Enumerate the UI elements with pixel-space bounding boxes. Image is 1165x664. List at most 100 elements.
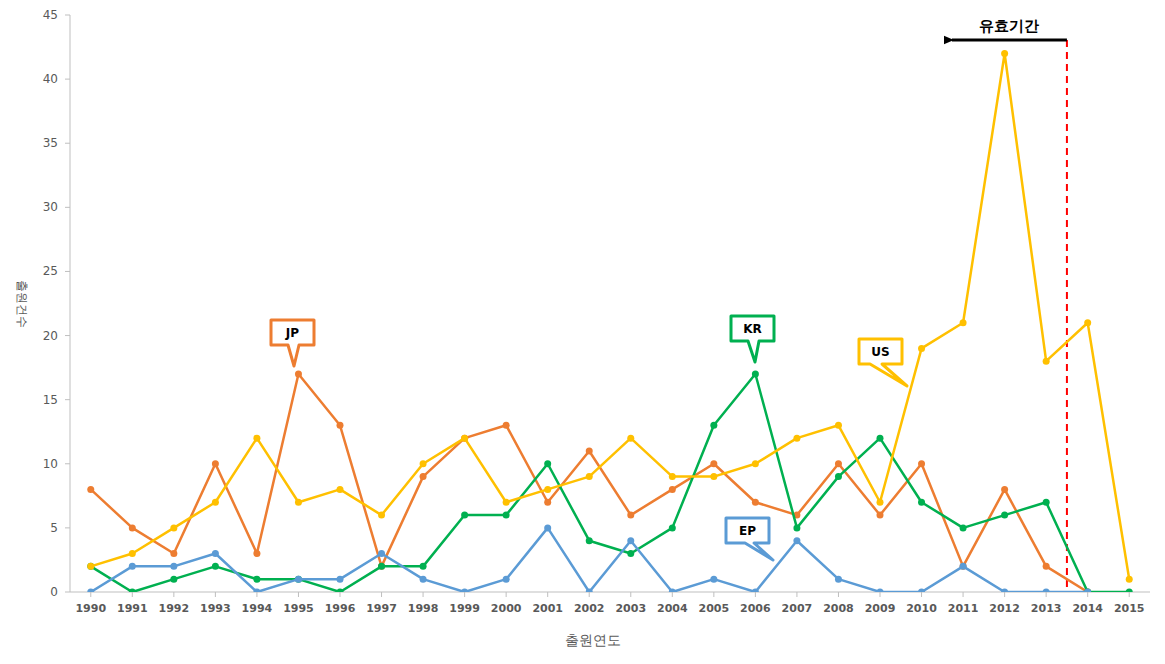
series-point bbox=[337, 589, 344, 593]
y-tick-label: 0 bbox=[50, 585, 58, 599]
series-point bbox=[420, 563, 427, 570]
series-point bbox=[793, 524, 800, 531]
annotation-text: 유효기간 bbox=[979, 17, 1039, 35]
series-point bbox=[1001, 589, 1008, 593]
series-point bbox=[212, 499, 219, 506]
series-point bbox=[170, 576, 177, 583]
series-point bbox=[170, 563, 177, 570]
series-point bbox=[461, 512, 468, 519]
series-point bbox=[461, 589, 468, 593]
legend-label: KR bbox=[743, 322, 762, 336]
x-tick-label: 2002 bbox=[574, 602, 605, 615]
x-tick bbox=[256, 592, 257, 597]
series-point bbox=[752, 371, 759, 378]
series-point bbox=[378, 563, 385, 570]
legend-callout-box bbox=[726, 518, 773, 560]
series-point bbox=[87, 589, 94, 593]
series-line bbox=[91, 53, 1129, 579]
x-tick-label: 2015 bbox=[1114, 602, 1145, 615]
x-tick-label: 1991 bbox=[117, 602, 148, 615]
x-tick-label: 2006 bbox=[740, 602, 771, 615]
x-tick bbox=[423, 592, 424, 597]
series-point bbox=[1043, 589, 1050, 593]
y-tick-label: 35 bbox=[43, 136, 58, 150]
series-point bbox=[669, 486, 676, 493]
x-tick-label: 2013 bbox=[1031, 602, 1062, 615]
series-point bbox=[877, 435, 884, 442]
series-point bbox=[503, 499, 510, 506]
y-tick bbox=[65, 399, 70, 400]
series-point bbox=[960, 524, 967, 531]
series-point bbox=[1043, 499, 1050, 506]
y-tick-label: 30 bbox=[43, 200, 58, 214]
series-point bbox=[586, 473, 593, 480]
x-tick bbox=[713, 592, 714, 597]
series-point bbox=[586, 537, 593, 544]
series-point bbox=[669, 473, 676, 480]
series-point bbox=[1084, 319, 1091, 326]
x-tick bbox=[880, 592, 881, 597]
series-point bbox=[1001, 486, 1008, 493]
x-tick-label: 2004 bbox=[657, 602, 688, 615]
series-line bbox=[91, 528, 1088, 592]
y-tick bbox=[65, 271, 70, 272]
y-tick bbox=[65, 79, 70, 80]
series-point bbox=[669, 589, 676, 593]
x-tick-label: 1995 bbox=[283, 602, 314, 615]
series-point bbox=[170, 524, 177, 531]
series-point bbox=[378, 512, 385, 519]
series-point bbox=[586, 589, 593, 593]
plot-area bbox=[87, 50, 1132, 592]
series-point bbox=[420, 460, 427, 467]
x-tick bbox=[796, 592, 797, 597]
x-tick-label: 1990 bbox=[75, 602, 106, 615]
series-point bbox=[627, 550, 634, 557]
series-point bbox=[337, 576, 344, 583]
y-axis-line bbox=[70, 15, 71, 592]
series-point bbox=[752, 499, 759, 506]
series-point bbox=[1126, 589, 1133, 593]
series-point bbox=[835, 473, 842, 480]
x-tick bbox=[381, 592, 382, 597]
y-tick-label: 45 bbox=[43, 8, 58, 22]
series-point bbox=[918, 499, 925, 506]
series-point bbox=[1001, 50, 1008, 57]
legend-callout-box bbox=[859, 339, 907, 386]
series-point bbox=[877, 512, 884, 519]
series-point bbox=[212, 563, 219, 570]
series-point bbox=[710, 576, 717, 583]
series-point bbox=[960, 319, 967, 326]
series-point bbox=[170, 550, 177, 557]
series-point bbox=[835, 576, 842, 583]
x-tick bbox=[755, 592, 756, 597]
x-axis-label: 출원연도 bbox=[565, 632, 621, 648]
x-tick-label: 2012 bbox=[989, 602, 1020, 615]
series-point bbox=[129, 524, 136, 531]
x-tick-label: 1999 bbox=[449, 602, 480, 615]
x-tick bbox=[589, 592, 590, 597]
series-point bbox=[627, 537, 634, 544]
series-point bbox=[960, 563, 967, 570]
series-point bbox=[378, 563, 385, 570]
y-tick-label: 10 bbox=[43, 457, 58, 471]
series-point bbox=[793, 537, 800, 544]
series-point bbox=[793, 435, 800, 442]
x-tick bbox=[340, 592, 341, 597]
series-point bbox=[461, 435, 468, 442]
series-point bbox=[710, 473, 717, 480]
x-tick-label: 2014 bbox=[1072, 602, 1103, 615]
series-point bbox=[212, 550, 219, 557]
x-tick-label: 1998 bbox=[408, 602, 439, 615]
series-point bbox=[1043, 563, 1050, 570]
x-tick bbox=[672, 592, 673, 597]
x-tick-label: 2003 bbox=[615, 602, 646, 615]
legend-callout: US bbox=[859, 339, 907, 386]
x-tick bbox=[547, 592, 548, 597]
series-point bbox=[752, 589, 759, 593]
series-point bbox=[420, 576, 427, 583]
series-point bbox=[710, 460, 717, 467]
y-tick-label: 25 bbox=[43, 264, 58, 278]
x-tick-label: 1992 bbox=[159, 602, 190, 615]
x-tick bbox=[963, 592, 964, 597]
y-tick bbox=[65, 592, 70, 593]
